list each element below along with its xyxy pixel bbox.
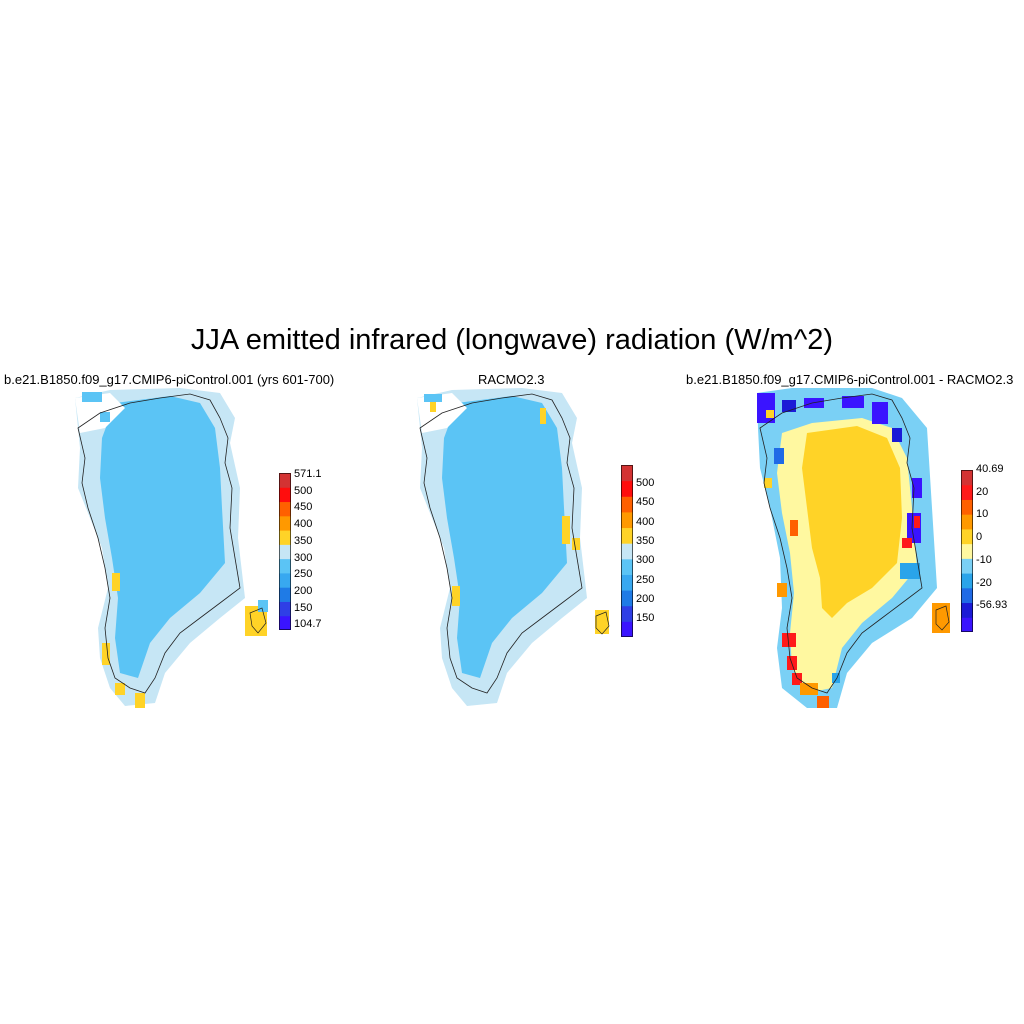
panel-1-colorbar: [279, 473, 291, 630]
colorbar-swatch: [279, 487, 291, 503]
colorbar-tick-label: 350: [294, 534, 313, 547]
colorbar-swatch: [279, 601, 291, 617]
colorbar-swatch: [279, 530, 291, 545]
panel-2-map: [417, 388, 610, 706]
colorbar-swatch: [279, 587, 291, 602]
figure-title: JJA emitted infrared (longwave) radiatio…: [190, 324, 834, 356]
panel-3-title: b.e21.B1850.f09_g17.CMIP6-piControl.001 …: [686, 372, 1014, 387]
panel-3-colorbar: [961, 470, 973, 632]
colorbar-tick-label: 200: [636, 592, 655, 605]
colorbar-tick-label: 500: [636, 477, 655, 489]
coastline: [77, 393, 241, 694]
colorbar-frame: [961, 470, 973, 632]
colorbar-swatch: [961, 484, 973, 500]
colorbar-swatch: [279, 572, 291, 588]
panel-2-colorbar: [621, 465, 633, 637]
colorbar-swatch: [279, 515, 291, 531]
colorbar-swatch: [621, 480, 633, 497]
coastline: [419, 393, 583, 694]
colorbar-tick-label: 571.1: [294, 468, 322, 480]
colorbar-tick-label: 400: [636, 515, 655, 528]
colorbar-swatch: [961, 617, 973, 632]
colorbar-tick-label: 200: [294, 584, 313, 597]
colorbar-swatch: [621, 527, 633, 544]
panel-3-map: [757, 388, 950, 708]
colorbar-swatch: [621, 496, 633, 513]
ice-sheet-interior: [442, 396, 567, 678]
colorbar-tick-label: 250: [636, 573, 655, 586]
colorbar-swatch: [961, 514, 973, 530]
ice-sheet-interior: [802, 426, 902, 618]
colorbar-tick-label: 300: [636, 554, 655, 567]
colorbar-swatch: [961, 499, 973, 515]
colorbar-swatch: [621, 465, 633, 482]
colorbar-swatch: [279, 544, 291, 560]
colorbar-tick-label: 40.69: [976, 463, 1004, 475]
colorbar-swatch: [961, 573, 973, 589]
colorbar-frame: [279, 473, 291, 630]
colorbar-tick-label: 450: [294, 501, 313, 514]
colorbar-swatch: [961, 602, 973, 618]
colorbar-tick-label: 400: [294, 518, 313, 531]
colorbar-swatch: [961, 543, 973, 559]
colorbar-swatch: [279, 615, 291, 630]
colorbar-swatch: [621, 558, 633, 575]
colorbar-tick-label: -56.93: [976, 599, 1008, 612]
colorbar-swatch: [621, 511, 633, 529]
colorbar-tick-label: -20: [976, 576, 992, 589]
colorbar-tick-label: 10: [976, 508, 989, 521]
colorbar-tick-label: 20: [976, 485, 989, 498]
colorbar-swatch: [279, 558, 291, 574]
colorbar-swatch: [961, 587, 973, 604]
colorbar-tick-label: 250: [294, 568, 313, 581]
colorbar-frame: [621, 465, 633, 637]
colorbar-swatch: [621, 543, 633, 560]
colorbar-swatch: [961, 528, 973, 545]
colorbar-tick-label: 500: [294, 484, 313, 497]
panel-1-map: [75, 388, 268, 708]
ice-sheet-interior: [100, 396, 225, 678]
colorbar-tick-label: 104.7: [294, 618, 322, 631]
colorbar-swatch: [621, 605, 633, 622]
colorbar-tick-label: 350: [636, 534, 655, 547]
colorbar-swatch: [279, 473, 291, 488]
colorbar-tick-label: -10: [976, 553, 992, 566]
colorbar-tick-label: 150: [294, 601, 313, 614]
colorbar-swatch: [621, 574, 633, 591]
colorbar-swatch: [961, 558, 973, 574]
coastline: [759, 393, 923, 694]
colorbar-swatch: [621, 621, 633, 637]
panel-2-title: RACMO2.3: [478, 372, 545, 387]
colorbar-swatch: [279, 501, 291, 517]
colorbar-tick-label: 150: [636, 612, 655, 625]
panel-1-title: b.e21.B1850.f09_g17.CMIP6-piControl.001 …: [4, 372, 335, 387]
colorbar-tick-label: 300: [294, 551, 313, 564]
colorbar-swatch: [621, 590, 633, 607]
colorbar-tick-label: 450: [636, 496, 655, 509]
colorbar-tick-label: 0: [976, 531, 983, 544]
colorbar-swatch: [961, 470, 973, 486]
